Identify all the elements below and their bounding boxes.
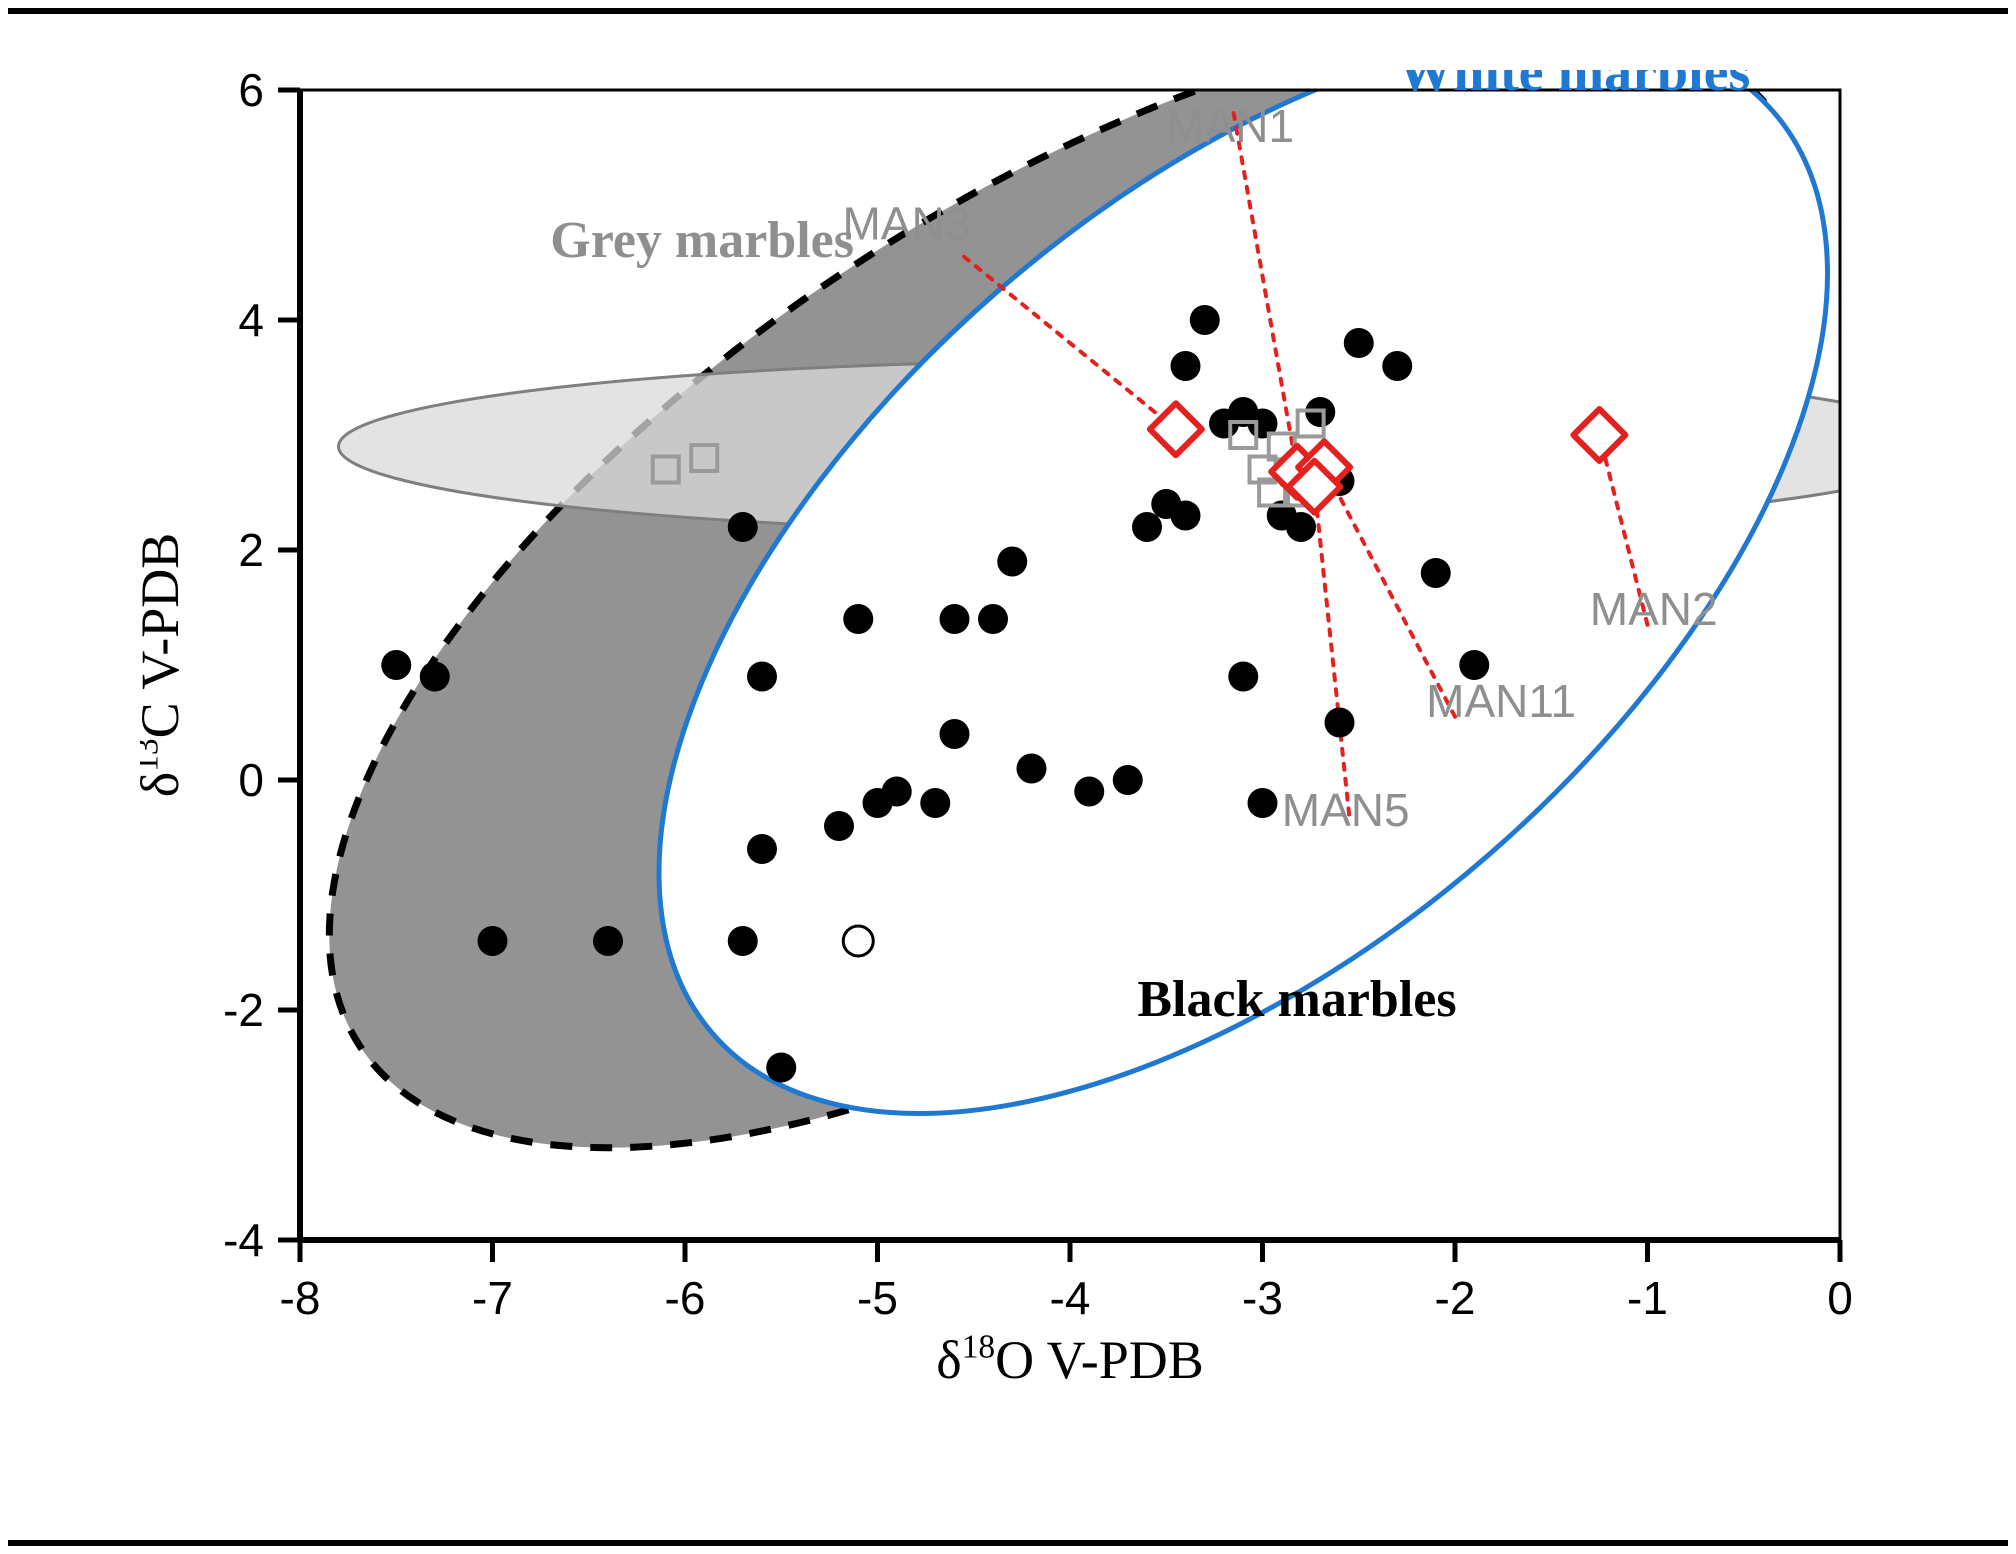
black-circle-point xyxy=(1248,788,1278,818)
annotation-man3: MAN3 xyxy=(842,198,970,250)
black-circle-point xyxy=(747,662,777,692)
black-circle-point xyxy=(824,811,854,841)
black-circle-point xyxy=(1228,662,1258,692)
y-tick-label: 6 xyxy=(238,70,264,116)
x-tick-label: -8 xyxy=(280,1272,321,1324)
black-circle-point xyxy=(728,926,758,956)
black-circle-point xyxy=(1286,512,1316,542)
bottom-rule xyxy=(8,1540,2008,1546)
black-circle-point xyxy=(920,788,950,818)
y-tick-label: -2 xyxy=(223,984,264,1036)
black-circle-point xyxy=(997,547,1027,577)
annotation-grey-marbles: Grey marbles xyxy=(550,212,854,269)
x-tick-label: -6 xyxy=(665,1272,706,1324)
top-rule xyxy=(8,8,2008,14)
scatter-plot: -8-7-6-5-4-3-2-10-4-20246δ18O V-PDBδ13C … xyxy=(140,70,1900,1440)
black-circle-point xyxy=(747,834,777,864)
annotation-man11: MAN11 xyxy=(1426,675,1576,727)
figure-container: -8-7-6-5-4-3-2-10-4-20246δ18O V-PDBδ13C … xyxy=(0,0,2016,1554)
black-circle-point xyxy=(882,777,912,807)
x-tick-label: 0 xyxy=(1827,1272,1853,1324)
y-tick-label: -4 xyxy=(223,1214,264,1266)
x-tick-label: -4 xyxy=(1050,1272,1091,1324)
x-tick-label: -1 xyxy=(1627,1272,1668,1324)
black-circle-point xyxy=(728,512,758,542)
black-circle-point xyxy=(478,926,508,956)
annotation-white-marbles: White marbles xyxy=(1397,70,1750,103)
black-circle-point xyxy=(1171,501,1201,531)
black-circle-point xyxy=(1190,305,1220,335)
black-circle-point xyxy=(381,650,411,680)
y-tick-label: 2 xyxy=(238,524,264,576)
black-circle-point xyxy=(1325,708,1355,738)
black-circle-point xyxy=(1074,777,1104,807)
black-circle-point xyxy=(1171,351,1201,381)
black-circle-point xyxy=(1017,754,1047,784)
black-circle-point xyxy=(593,926,623,956)
x-tick-label: -7 xyxy=(472,1272,513,1324)
black-circle-point xyxy=(940,719,970,749)
annotation-man2: MAN2 xyxy=(1590,583,1718,635)
black-circle-point xyxy=(843,604,873,634)
annotation-man1: MAN1 xyxy=(1166,100,1294,152)
black-circle-point xyxy=(940,604,970,634)
black-circle-point xyxy=(1344,328,1374,358)
x-tick-label: -5 xyxy=(857,1272,898,1324)
black-circle-point xyxy=(1421,558,1451,588)
black-circle-point xyxy=(1113,765,1143,795)
annotation-man5: MAN5 xyxy=(1282,784,1410,836)
black-circle-point xyxy=(978,604,1008,634)
annotation-black-marbles: Black marbles xyxy=(1137,971,1456,1028)
x-tick-label: -3 xyxy=(1242,1272,1283,1324)
y-tick-label: 4 xyxy=(238,294,264,346)
black-circle-point xyxy=(766,1053,796,1083)
black-circle-point xyxy=(420,662,450,692)
black-circle-point xyxy=(1132,512,1162,542)
black-circle-point xyxy=(1382,351,1412,381)
y-tick-label: 0 xyxy=(238,754,264,806)
x-tick-label: -2 xyxy=(1435,1272,1476,1324)
